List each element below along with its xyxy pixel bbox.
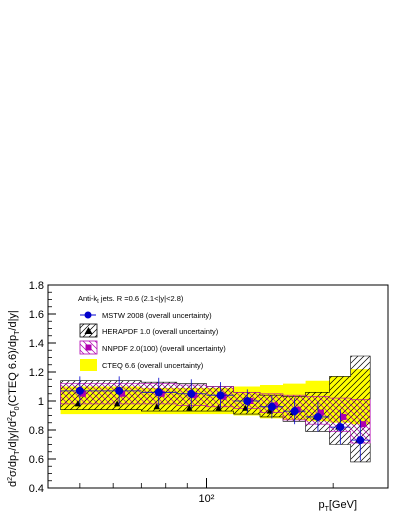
data-markers — [60, 376, 371, 461]
x-tick-label: 10² — [199, 493, 215, 505]
legend-marker-circle — [84, 311, 92, 319]
nnpdf-point — [360, 421, 367, 428]
legend-label-cteq: CTEQ 6.6 (overall uncertainty) — [102, 361, 204, 370]
jet-selection-annotation: Anti-kt jets. R =0.6 (2.1<|y|<2.8) — [78, 294, 184, 305]
mstw-point — [216, 391, 225, 400]
mstw-point — [243, 397, 252, 405]
herapdf-point — [266, 407, 274, 414]
x-axis-label: pT[GeV] — [318, 499, 357, 513]
legend-entry-nnpdf: NNPDF 2.0(100) (overall uncertainty) — [79, 340, 226, 355]
nnpdf-point — [340, 413, 347, 420]
y-tick-label: 1.6 — [29, 309, 44, 321]
y-tick-label: 1.2 — [29, 367, 44, 379]
legend: MSTW 2008 (overall uncertainty) HERAPDF … — [79, 311, 226, 371]
legend-label-mstw: MSTW 2008 (overall uncertainty) — [102, 311, 212, 320]
y-tick-label: 1.8 — [29, 280, 44, 292]
legend-label-herapdf: HERAPDF 1.0 (overall uncertainty) — [102, 327, 219, 336]
nnpdf-point — [119, 390, 126, 397]
nnpdf-band — [60, 383, 371, 444]
y-tick-label: 0.8 — [29, 425, 44, 437]
mstw-point — [267, 402, 276, 411]
legend-marker-triangle — [84, 327, 93, 334]
mstw-point — [336, 423, 345, 432]
mstw-point — [356, 436, 365, 445]
herapdf-point — [186, 404, 193, 411]
mstw-point — [115, 386, 124, 395]
herapdf-point — [153, 403, 160, 410]
legend-entry-herapdf: HERAPDF 1.0 (overall uncertainty) — [79, 323, 219, 338]
nnpdf-point — [79, 390, 86, 397]
mstw-point — [154, 388, 163, 397]
mstw-point — [187, 389, 196, 398]
y-tick-label: 1.4 — [29, 338, 44, 350]
y-tick-label: 0.6 — [29, 454, 44, 466]
legend-entry-mstw: MSTW 2008 (overall uncertainty) — [80, 311, 212, 320]
y-tick-label: 1 — [38, 396, 44, 408]
herapdf-point — [215, 404, 222, 411]
y-tick-label: 0.4 — [29, 483, 44, 495]
mstw-point — [290, 407, 299, 416]
nnpdf-point — [317, 409, 324, 416]
legend-entry-cteq: CTEQ 6.6 (overall uncertainty) — [80, 359, 204, 371]
y-axis-label: d2σ/dpT/d|y|/d2σ0(CTEQ 6.6)/dpT/d|y| — [7, 310, 21, 487]
legend-label-nnpdf: NNPDF 2.0(100) (overall uncertainty) — [102, 344, 226, 353]
uncertainty-bands — [60, 355, 371, 463]
mstw-point — [313, 412, 322, 421]
mstw-point — [75, 386, 84, 395]
legend-marker-square — [85, 344, 92, 351]
axis-ticks: 0.4 0.6 0.8 1 1.2 1.4 1.6 1.8 10² — [29, 280, 334, 505]
